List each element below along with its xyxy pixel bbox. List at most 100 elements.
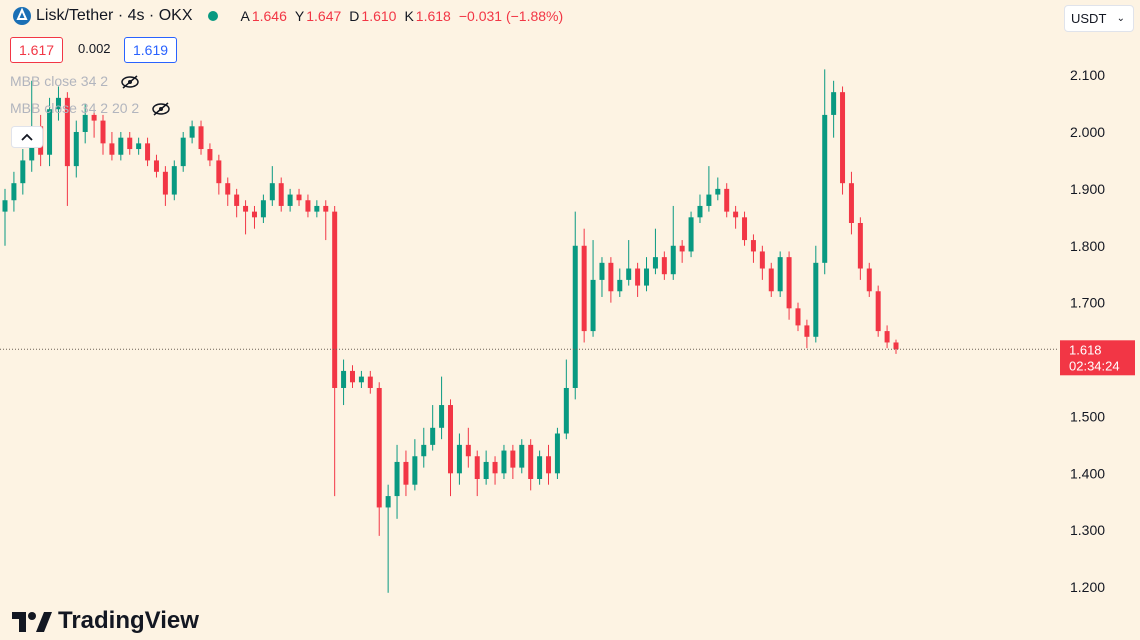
y-tick-label: 2.000 (1070, 124, 1105, 140)
candle-body (626, 268, 632, 280)
candle-body (207, 149, 213, 161)
hide-icon[interactable] (149, 101, 173, 117)
candle-body (82, 114, 88, 132)
ohlc-value: 1.618 (415, 8, 451, 24)
candle-body (519, 444, 525, 468)
candle-body (109, 143, 115, 155)
candle-body (831, 92, 837, 115)
status-dot (207, 11, 218, 21)
candle-body (759, 251, 765, 269)
candle-body (483, 461, 489, 480)
candle-body (492, 461, 498, 474)
spread: 0.002 (78, 41, 111, 56)
candle-body (706, 194, 712, 206)
indicator: MBB close 34 2 (10, 73, 142, 90)
last-price-box (1060, 340, 1135, 376)
candle-body (813, 262, 819, 337)
candle-body (652, 257, 658, 269)
candle-body (456, 444, 462, 474)
candle-body (278, 183, 284, 206)
countdown: 02:34:24 (1069, 358, 1120, 373)
last-price-label: 1.618 (1069, 342, 1102, 357)
candle-body (563, 387, 569, 434)
candle-body (225, 183, 231, 195)
candle-body (341, 370, 347, 388)
brand: TradingView (58, 607, 199, 634)
candle-body (64, 97, 70, 167)
candle-body (251, 211, 257, 218)
y-tick-label: 1.800 (1070, 238, 1105, 254)
ohlc-key: K (404, 8, 414, 24)
indicator-label: MBB close 34 2 20 2 (10, 100, 140, 116)
candle-body (47, 109, 53, 155)
candle-body (510, 450, 516, 468)
ask[interactable]: 1.619 (124, 37, 178, 63)
candle-body (572, 245, 578, 388)
candle-body (127, 137, 133, 150)
candle-body (546, 456, 552, 474)
bid[interactable]: 1.617 (10, 37, 64, 63)
collapse-button[interactable] (11, 126, 43, 148)
y-tick-label: 1.300 (1070, 522, 1105, 538)
ohlc-value: 1.610 (361, 8, 397, 24)
candle-body (162, 171, 168, 195)
brand-logo (12, 612, 52, 632)
candle-body (55, 97, 61, 110)
candle-body (216, 160, 222, 184)
candle-body (822, 114, 828, 263)
dropdown-arrow: ⌄ (1116, 13, 1125, 24)
candle-body (118, 137, 124, 155)
ohlc-key: Y (294, 8, 305, 24)
candle-body (733, 211, 739, 218)
y-tick-label: 1.900 (1070, 181, 1105, 197)
ohlc-key: D (349, 8, 360, 24)
candle-body (804, 325, 810, 337)
candle-body (198, 126, 204, 150)
candle-body (715, 188, 721, 195)
candle-body (100, 120, 106, 144)
candle-body (528, 444, 534, 480)
currency-select[interactable]: USDT ⌄ (1064, 5, 1134, 32)
candle-body (742, 217, 748, 241)
candle-body (332, 211, 338, 388)
candle-body (430, 427, 436, 445)
candle-body (421, 444, 427, 457)
candle-body (349, 370, 355, 383)
candle-body (314, 205, 320, 212)
candle-body (465, 444, 471, 457)
candle-body (180, 137, 186, 167)
header: Lisk/Tether · 4s · OKX A 1.646 Y 1.647 D 1.… (12, 6, 563, 26)
indicator-label: MBB close 34 2 (10, 73, 109, 89)
candle-body (91, 114, 97, 121)
candle-body (323, 205, 329, 212)
candle-body (777, 257, 783, 292)
candle-body (893, 342, 899, 350)
candle-body (795, 308, 801, 326)
candle-body (287, 194, 293, 206)
candle-body (875, 291, 881, 332)
candle-body (376, 387, 382, 508)
ohlc-value: 1.647 (306, 8, 342, 24)
candle-body (857, 223, 863, 269)
candle-body (171, 166, 177, 195)
candle-body (599, 262, 605, 280)
candle-body (439, 405, 445, 428)
candle-body (153, 160, 159, 172)
candle-body (724, 188, 730, 212)
ohlc-key: A (240, 8, 250, 24)
candle-body (260, 200, 266, 218)
hide-icon[interactable] (118, 74, 142, 90)
candle-body (2, 200, 8, 212)
candle-body (840, 92, 846, 184)
candle-body (11, 183, 17, 201)
candle-body (501, 450, 507, 474)
candle-body (768, 268, 774, 292)
candle-body (385, 496, 391, 508)
ohlc-value: 1.646 (251, 8, 287, 24)
candle-body (848, 183, 854, 224)
candle-body (189, 126, 195, 138)
candle-body (136, 143, 142, 150)
candle-body (358, 376, 364, 383)
candle-body (73, 131, 79, 167)
